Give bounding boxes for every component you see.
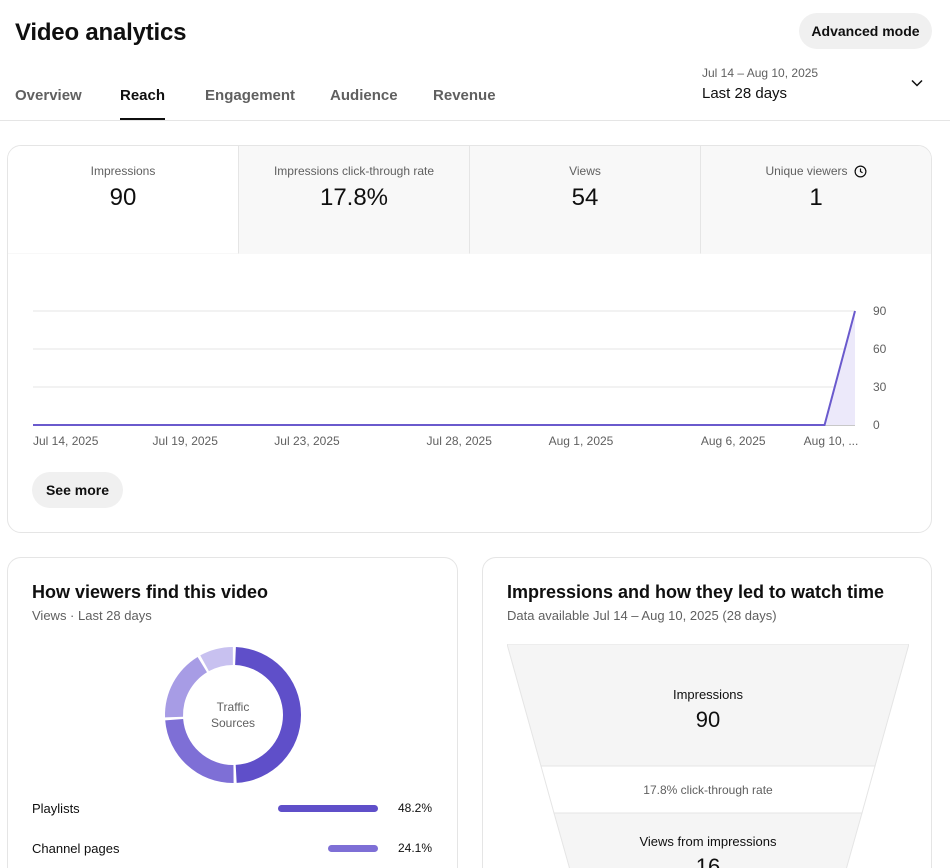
y-tick-label: 30 <box>873 380 887 394</box>
metric-tabs: Impressions 90 Impressions click-through… <box>8 146 931 254</box>
source-bar <box>328 845 378 852</box>
page-title: Video analytics <box>15 19 187 46</box>
tab-bar: Overview Reach Engagement Audience Reven… <box>15 70 496 121</box>
x-tick-label: Aug 6, 2025 <box>701 434 766 448</box>
tab-revenue[interactable]: Revenue <box>433 87 496 104</box>
donut-center-label: Sources <box>211 716 255 730</box>
metric-value: 90 <box>109 184 137 211</box>
x-tick-label: Jul 19, 2025 <box>153 434 219 448</box>
donut-slice[interactable] <box>165 718 234 783</box>
metric-label: Views <box>569 164 601 178</box>
impressions-funnel-card: Impressions and how they led to watch ti… <box>482 557 932 868</box>
tab-audience[interactable]: Audience <box>330 87 398 104</box>
clock-icon <box>854 165 867 177</box>
metric-views[interactable]: Views 54 <box>469 146 700 254</box>
metric-unique-viewers[interactable]: Unique viewers 1 <box>700 146 931 254</box>
y-tick-label: 90 <box>873 304 887 318</box>
series-line-impressions <box>33 310 856 426</box>
impressions-line-chart: 90 60 30 0 Jul 14, 2025 Jul 19, 2025 Jul 23, 2… <box>33 304 887 448</box>
source-percent: 48.2% <box>397 801 432 815</box>
chevron-down-icon <box>911 79 923 87</box>
metric-label: Impressions click-through rate <box>273 164 435 178</box>
impressions-funnel: Impressions 90 17.8% click-through rate … <box>507 644 909 868</box>
metric-value: 1 <box>809 184 823 211</box>
date-range-label: Last 28 days <box>702 85 788 102</box>
x-tick-label: Jul 23, 2025 <box>274 434 340 448</box>
list-item[interactable]: Playlists 48.2% <box>32 799 432 819</box>
date-range-dates: Jul 14 – Aug 10, 2025 <box>702 66 819 80</box>
metric-label: Unique viewers <box>765 164 848 178</box>
card-subtitle: Data available Jul 14 – Aug 10, 2025 (28… <box>507 608 777 623</box>
y-tick-label: 60 <box>873 342 887 356</box>
funnel-views-stage <box>553 812 863 868</box>
x-tick-label: Aug 1, 2025 <box>549 434 614 448</box>
source-label: Playlists <box>32 801 80 816</box>
advanced-mode-button[interactable]: Advanced mode <box>799 13 932 49</box>
funnel-views-value: 16 <box>696 854 720 868</box>
funnel-impressions-value: 90 <box>696 707 720 732</box>
funnel-impressions-stage <box>507 644 909 767</box>
x-tick-label: Jul 14, 2025 <box>33 434 99 448</box>
list-item[interactable]: Channel pages 24.1% <box>32 839 432 859</box>
donut-slice[interactable] <box>165 656 207 718</box>
date-range-picker[interactable]: Jul 14 – Aug 10, 2025 Last 28 days <box>702 64 932 108</box>
funnel-views-label: Views from impressions <box>639 834 777 849</box>
reach-card: Impressions 90 Impressions click-through… <box>7 145 932 533</box>
see-more-button[interactable]: See more <box>32 472 123 508</box>
tab-reach[interactable]: Reach <box>120 70 166 120</box>
metric-label: Impressions <box>90 164 156 178</box>
series-area <box>33 311 855 425</box>
card-title: How viewers find this video <box>32 582 269 602</box>
source-label: Channel pages <box>32 841 120 856</box>
tab-overview[interactable]: Overview <box>15 87 82 104</box>
tabs-divider <box>0 120 950 121</box>
y-tick-label: 0 <box>873 418 880 432</box>
metric-value: 54 <box>571 184 599 211</box>
traffic-sources-card: How viewers find this video Views · Last… <box>7 557 458 868</box>
funnel-impressions-label: Impressions <box>673 687 744 702</box>
source-bar <box>278 805 378 812</box>
donut-center-label: Traffic <box>217 700 250 714</box>
metric-ctr[interactable]: Impressions click-through rate 17.8% <box>238 146 469 254</box>
source-percent: 24.1% <box>397 841 432 855</box>
card-subtitle: Views · Last 28 days <box>32 608 152 623</box>
donut-slice[interactable] <box>200 647 233 672</box>
funnel-ctr-label: 17.8% click-through rate <box>643 783 773 797</box>
tab-engagement[interactable]: Engagement <box>205 87 296 104</box>
traffic-sources-donut: Traffic Sources <box>165 647 301 783</box>
x-tick-label: Jul 28, 2025 <box>427 434 493 448</box>
x-tick-label: Aug 10, ... <box>804 434 859 448</box>
card-title: Impressions and how they led to watch ti… <box>507 582 885 602</box>
donut-slice[interactable] <box>235 647 301 783</box>
metric-value: 17.8% <box>319 184 389 211</box>
metric-impressions[interactable]: Impressions 90 <box>8 146 238 254</box>
